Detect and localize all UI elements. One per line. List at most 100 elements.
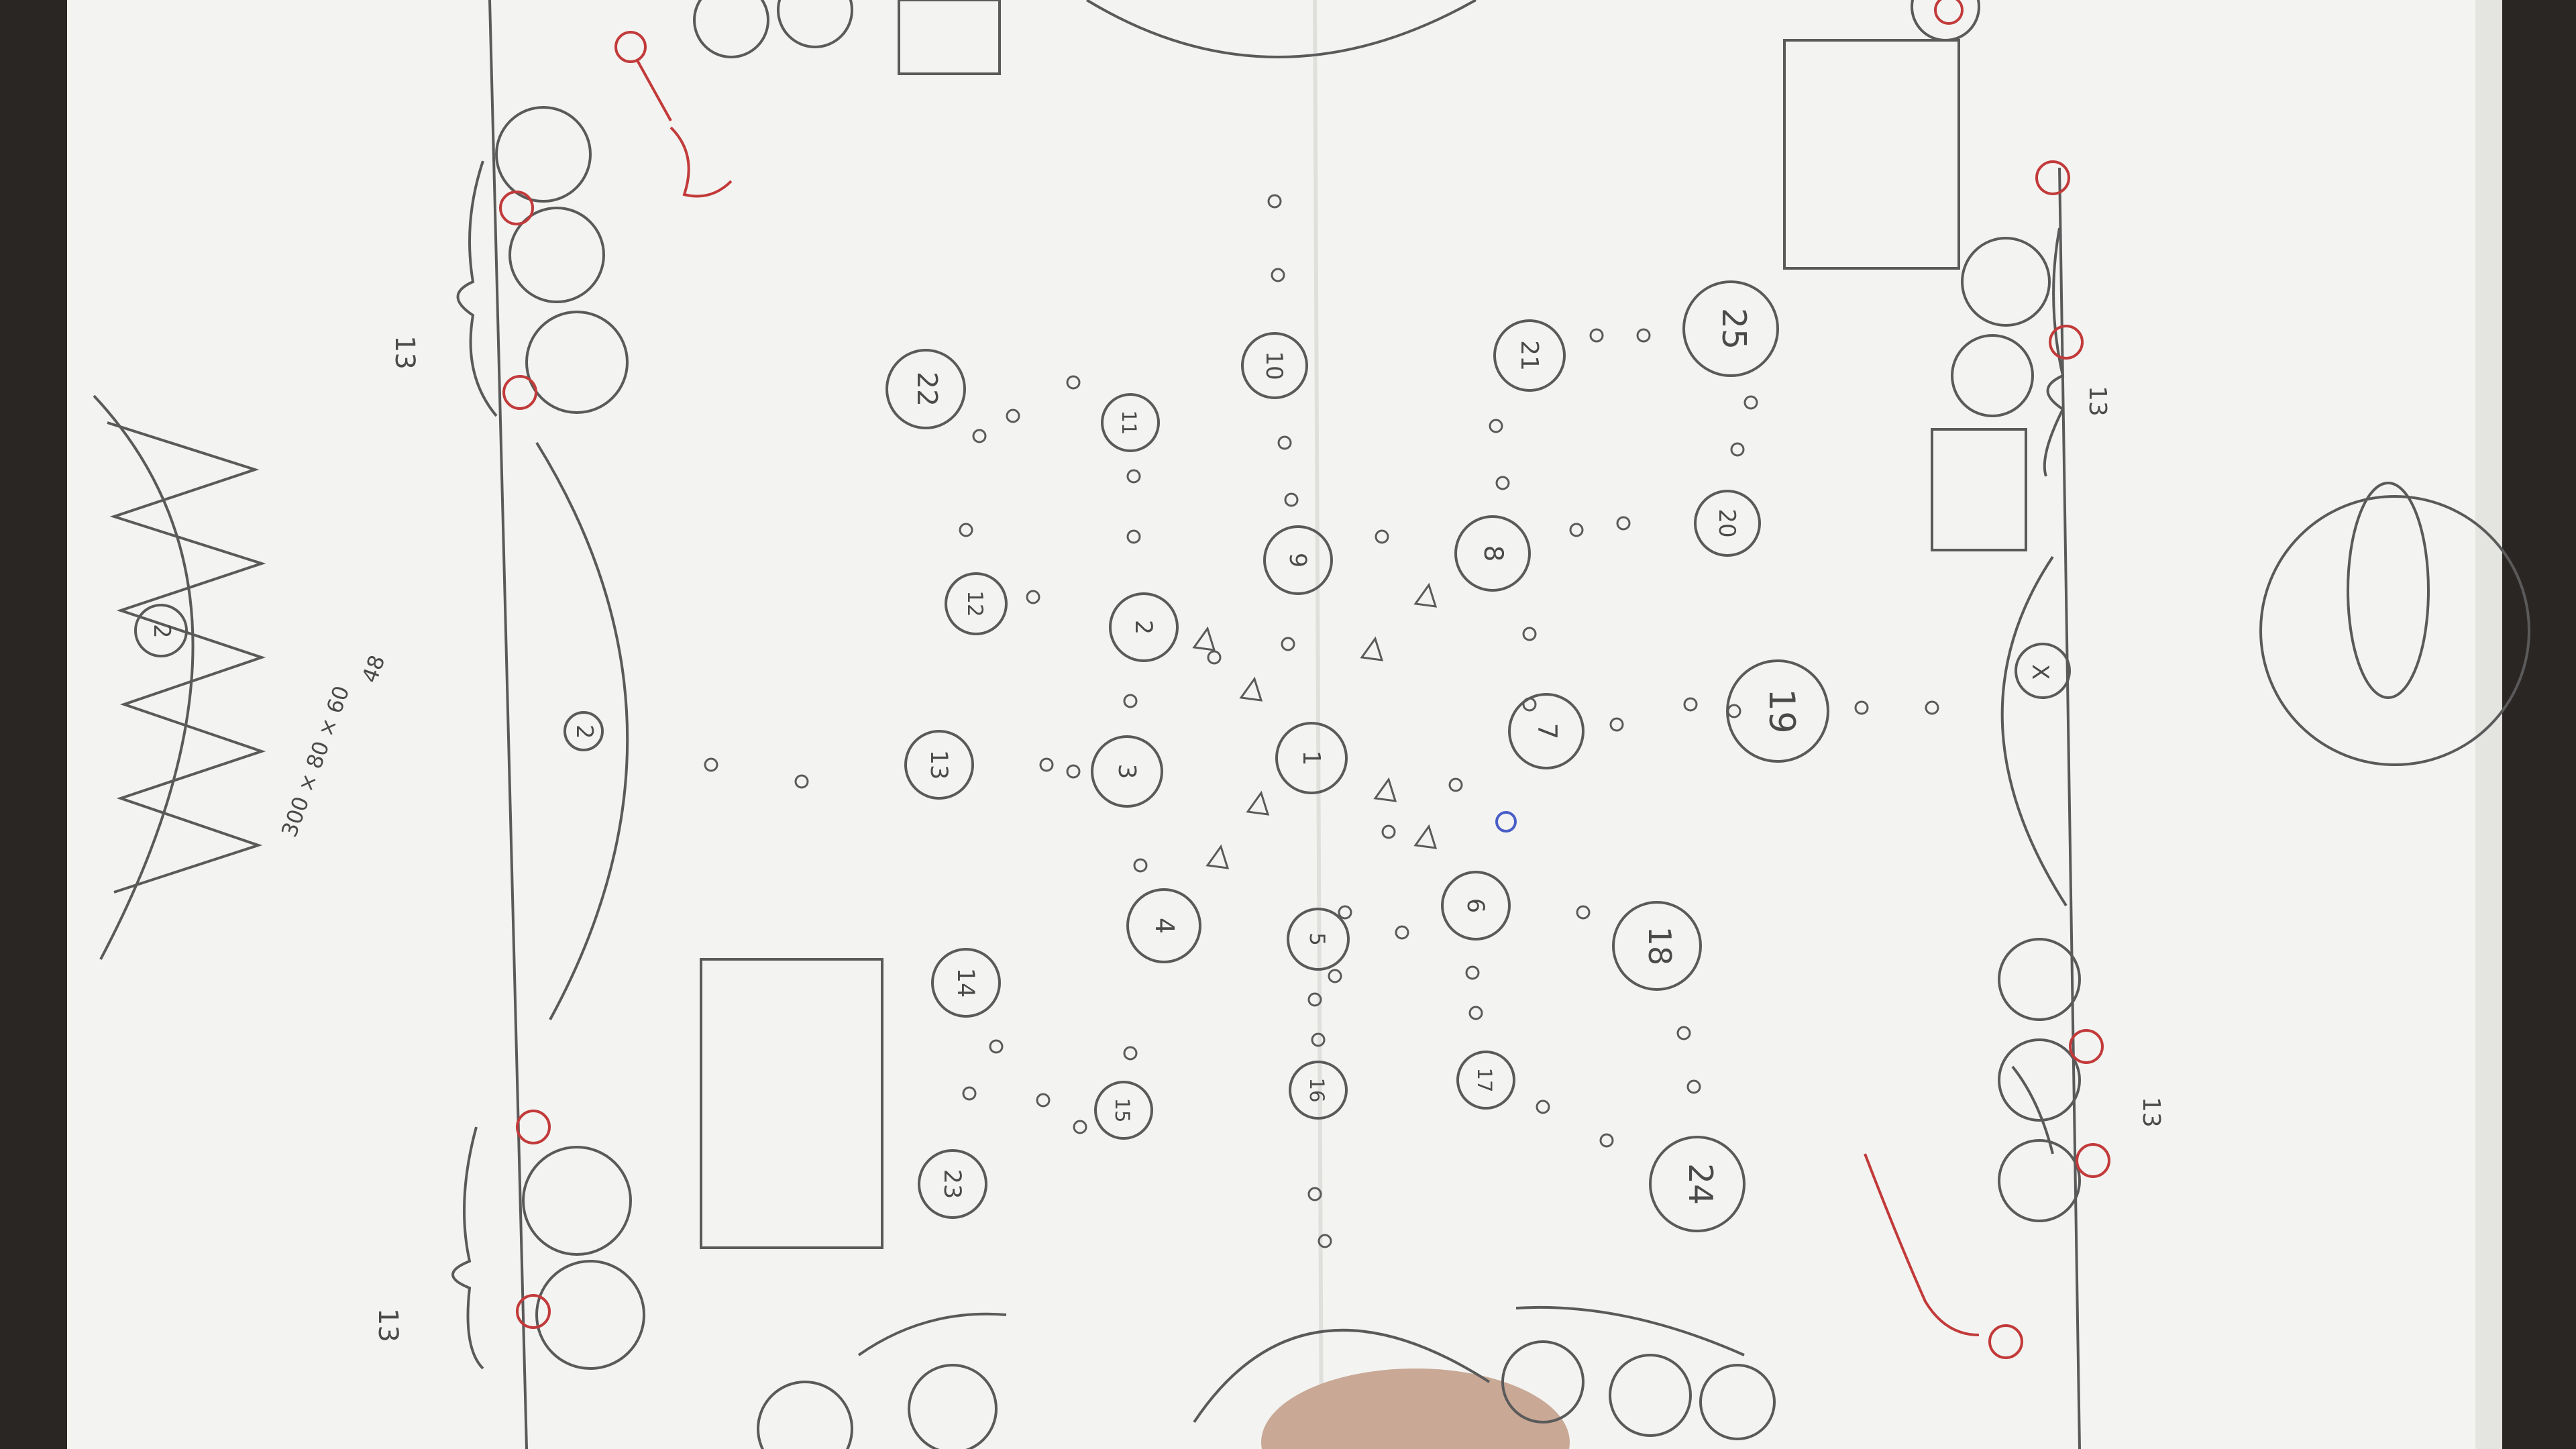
chair-dot [1133, 858, 1148, 873]
triangle-mark [1205, 844, 1230, 869]
chair-dot [1536, 1099, 1550, 1114]
table-number: 24 [1681, 1163, 1719, 1205]
chair-dot [1576, 905, 1591, 920]
table-number: 23 [938, 1169, 965, 1199]
sofa [908, 1364, 998, 1449]
chair-dot [1925, 700, 1939, 715]
chair-dot [1609, 717, 1624, 732]
table-circle [1126, 888, 1201, 963]
triangle-mark [1246, 790, 1270, 816]
table-circle [1287, 908, 1350, 971]
red-marker [516, 1110, 551, 1144]
paper-sheet [67, 0, 2502, 1449]
guest-table: 7 [1508, 693, 1585, 769]
sofa [777, 0, 853, 48]
chair-dot [1307, 992, 1322, 1007]
chair-dots [704, 194, 1939, 1248]
sofa-count-label: 13 [372, 1308, 403, 1342]
red-marker [1988, 1324, 2023, 1359]
chair-dot [1281, 637, 1295, 651]
blue-ink-dot [1495, 811, 1517, 833]
round-x-label: X [2027, 664, 2053, 680]
chair-dot [1522, 627, 1537, 641]
chair-dot [959, 523, 973, 537]
table-number: 7 [1532, 723, 1562, 740]
pencil-drawing [93, 0, 2530, 1449]
sofa-count-label: 13 [2137, 1097, 2165, 1128]
red-marker [614, 31, 647, 63]
right-stage-arc [2000, 555, 2068, 907]
finger-tip [1261, 1368, 1570, 1449]
guest-table: 14 [931, 948, 1001, 1018]
sofa [693, 0, 769, 58]
chair-dot [1854, 700, 1869, 715]
sofa [525, 311, 629, 414]
table-number: 20 [1713, 508, 1740, 537]
guest-table: 8 [1454, 515, 1531, 592]
chair-dot [1395, 925, 1409, 940]
chair-dot [1123, 694, 1138, 708]
chair-dot [1126, 529, 1141, 544]
table-number: 6 [1462, 898, 1489, 913]
guest-table: 1 [1275, 722, 1348, 794]
chair-dot [1599, 1133, 1614, 1148]
sofa [522, 1146, 632, 1256]
chair-dot [1686, 1079, 1701, 1094]
guest-table: 22 [885, 349, 966, 429]
sofa [1961, 237, 2051, 327]
table-circle [885, 349, 966, 429]
chair-dot [1066, 764, 1081, 779]
table-number: 9 [1284, 553, 1311, 568]
guest-table: 9 [1263, 525, 1333, 595]
red-ink-marks [499, 0, 2110, 1359]
table-number: 25 [1715, 308, 1753, 350]
guest-table: 23 [918, 1149, 987, 1219]
brace-bottom-center [857, 1312, 1007, 1356]
far-right-circle [2259, 495, 2530, 766]
chair-dot [1006, 409, 1020, 423]
table-number: 5 [1305, 932, 1329, 946]
red-marker [2069, 1029, 2104, 1064]
guest-table: 5 [1287, 908, 1350, 971]
red-arrow [636, 60, 672, 121]
table-number: 3 [1113, 764, 1140, 780]
chair-dot [1307, 1187, 1322, 1201]
sofa [1501, 1340, 1585, 1424]
guest-table: 21 [1493, 319, 1566, 392]
stage-round-left [564, 711, 604, 751]
table-number: 12 [963, 590, 987, 616]
table-circle [1612, 901, 1702, 991]
red-squiggle [669, 126, 733, 198]
chair-dot [1522, 697, 1537, 712]
guest-table: 3 [1091, 735, 1163, 808]
chair-dot [1465, 965, 1480, 980]
sofa [1609, 1354, 1692, 1437]
chair-dot [1589, 328, 1604, 343]
sofa [495, 106, 592, 203]
table-number: 14 [952, 968, 979, 998]
dance-floor-number: 2 [148, 624, 175, 639]
chair-dot [1284, 492, 1299, 507]
chair-dot [1039, 757, 1054, 772]
triangle-mark [1239, 676, 1263, 702]
bottom-stage-arc [1193, 1328, 1491, 1424]
brace-bottom-left [451, 1126, 484, 1370]
chair-dot [1448, 777, 1463, 792]
left-buffet-rect [700, 958, 883, 1249]
right-top-buffet-rect [1783, 39, 1960, 270]
sofa [535, 1260, 645, 1370]
dance-round [134, 604, 188, 657]
paper-right-shadow [2475, 0, 2502, 1449]
chair-dot [1730, 442, 1745, 457]
sofa-count-label: 13 [2084, 386, 2111, 417]
chair-dot [1569, 523, 1584, 537]
table-circle [1263, 525, 1333, 595]
table-circle [1649, 1136, 1746, 1232]
guest-table: 10 [1241, 332, 1308, 399]
brace-right-top [2043, 227, 2065, 477]
table-number: 10 [1260, 351, 1287, 380]
round-x [2015, 643, 2071, 699]
triangle-mark [1373, 777, 1397, 802]
table-circle [1091, 735, 1163, 808]
guest-table: 20 [1694, 490, 1761, 557]
